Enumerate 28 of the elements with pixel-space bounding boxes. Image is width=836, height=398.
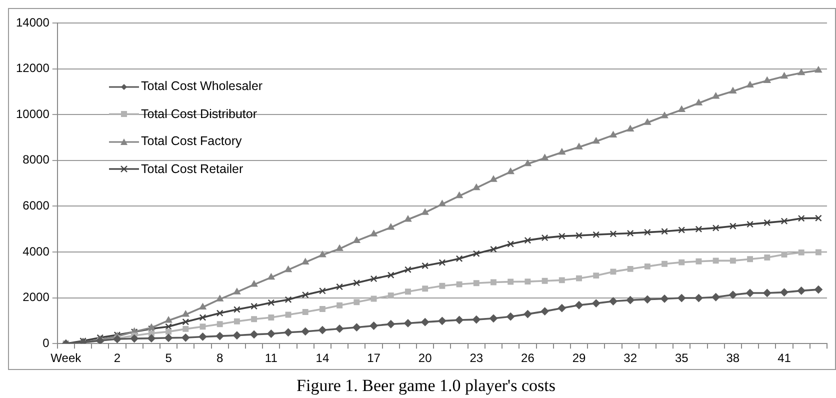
x-tick-label: 41: [778, 351, 792, 366]
x-tick-label: 14: [316, 351, 330, 366]
x-tick-label: 5: [165, 351, 172, 366]
x-tick-label: Week: [50, 351, 82, 366]
legend-label: Total Cost Factory: [141, 133, 242, 150]
caption: Figure 1. Beer game 1.0 player's costs: [296, 376, 556, 396]
legend-label: Total Cost Wholesaler: [141, 78, 263, 95]
legend-label: Total Cost Distributor: [141, 106, 258, 122]
y-tick-label: 6000: [22, 198, 50, 213]
y-tick-label: 12000: [16, 61, 50, 76]
y-tick-label: 2000: [22, 290, 50, 304]
y-tick-label: 0: [42, 336, 50, 350]
x-tick-label: 35: [674, 351, 689, 366]
legend-label: Total Cost Retailer: [141, 160, 244, 178]
x-tick-label: 32: [624, 351, 638, 366]
x-tick-label: 26: [521, 351, 535, 366]
x-tick-label: 2: [114, 351, 121, 366]
x-tick-label: 17: [367, 351, 381, 366]
x-tick-label: 29: [572, 351, 586, 366]
y-tick-label: 4000: [22, 244, 50, 258]
x-tick-label: 8: [216, 351, 224, 366]
x-tick-label: 38: [726, 351, 740, 366]
y-tick-label: 10000: [16, 106, 50, 121]
y-tick-label: 8000: [22, 152, 50, 167]
y-tick-label: 14000: [16, 15, 50, 30]
x-tick-label: 23: [470, 351, 484, 366]
x-tick-label: 11: [264, 351, 278, 366]
x-tick-label: 20: [418, 351, 432, 366]
